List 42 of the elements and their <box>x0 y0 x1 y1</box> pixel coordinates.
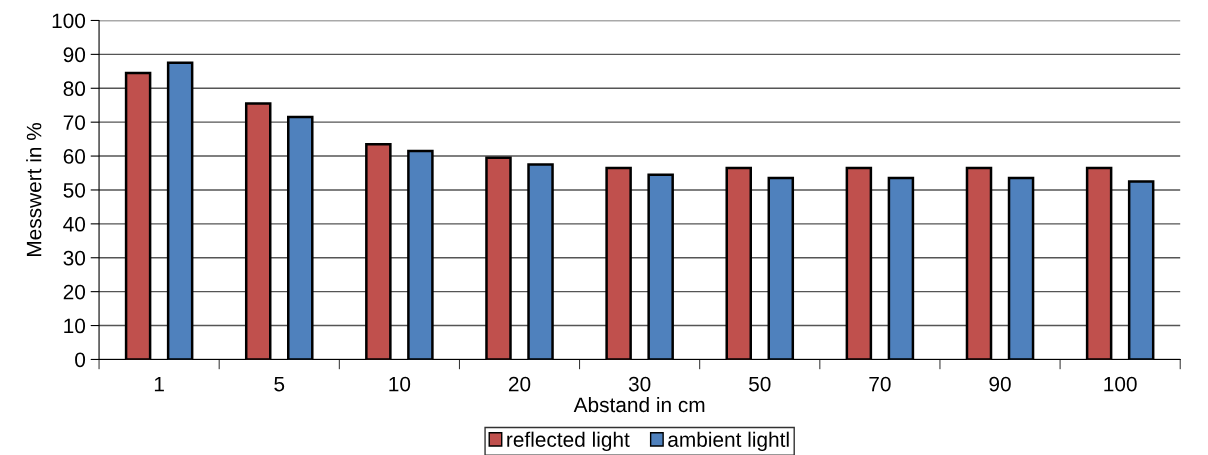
x-tick-label: 10 <box>389 376 411 392</box>
y-tick-label: 80 <box>63 81 86 97</box>
bar <box>767 176 795 360</box>
y-tick-label: 0 <box>75 352 86 368</box>
bar <box>1127 180 1155 360</box>
bar <box>1085 166 1113 360</box>
bar <box>887 176 915 360</box>
x-tick-label: 90 <box>989 376 1011 392</box>
y-axis-title: Messwert in % <box>26 122 42 256</box>
y-tick-label: 40 <box>63 216 86 232</box>
y-tick-label: 90 <box>63 47 86 63</box>
y-tick-label: 60 <box>63 149 86 164</box>
bar <box>287 115 314 360</box>
bar <box>407 149 434 360</box>
y-tick-label: 50 <box>63 182 86 198</box>
legend-label: reflected light <box>507 431 630 452</box>
x-tick-label: 5 <box>274 376 285 392</box>
bar <box>166 61 194 360</box>
y-tick-label: 10 <box>64 318 86 334</box>
bar <box>124 71 152 360</box>
x-tick-label: 1 <box>154 376 164 392</box>
bar <box>485 156 512 360</box>
bar <box>605 166 632 360</box>
y-tick-label: 100 <box>52 13 86 29</box>
bar <box>244 102 272 360</box>
y-tick-label: 30 <box>63 250 86 266</box>
y-tick-label: 70 <box>63 115 86 130</box>
x-tick-label: 20 <box>508 376 531 392</box>
bar <box>965 166 993 360</box>
bar <box>365 142 392 360</box>
x-tick-label: 50 <box>749 376 771 392</box>
y-tick-label: 20 <box>63 284 86 300</box>
x-axis-title: Abstand in cm <box>573 396 705 413</box>
bar <box>1007 176 1035 360</box>
bar <box>845 166 873 360</box>
x-tick-label: 30 <box>628 376 651 392</box>
x-tick-label: 70 <box>869 376 891 392</box>
bar <box>647 173 674 360</box>
bar <box>527 163 554 360</box>
legend-label: ambient lightl <box>668 431 789 452</box>
bar <box>725 166 753 360</box>
x-tick-label: 100 <box>1104 376 1137 392</box>
